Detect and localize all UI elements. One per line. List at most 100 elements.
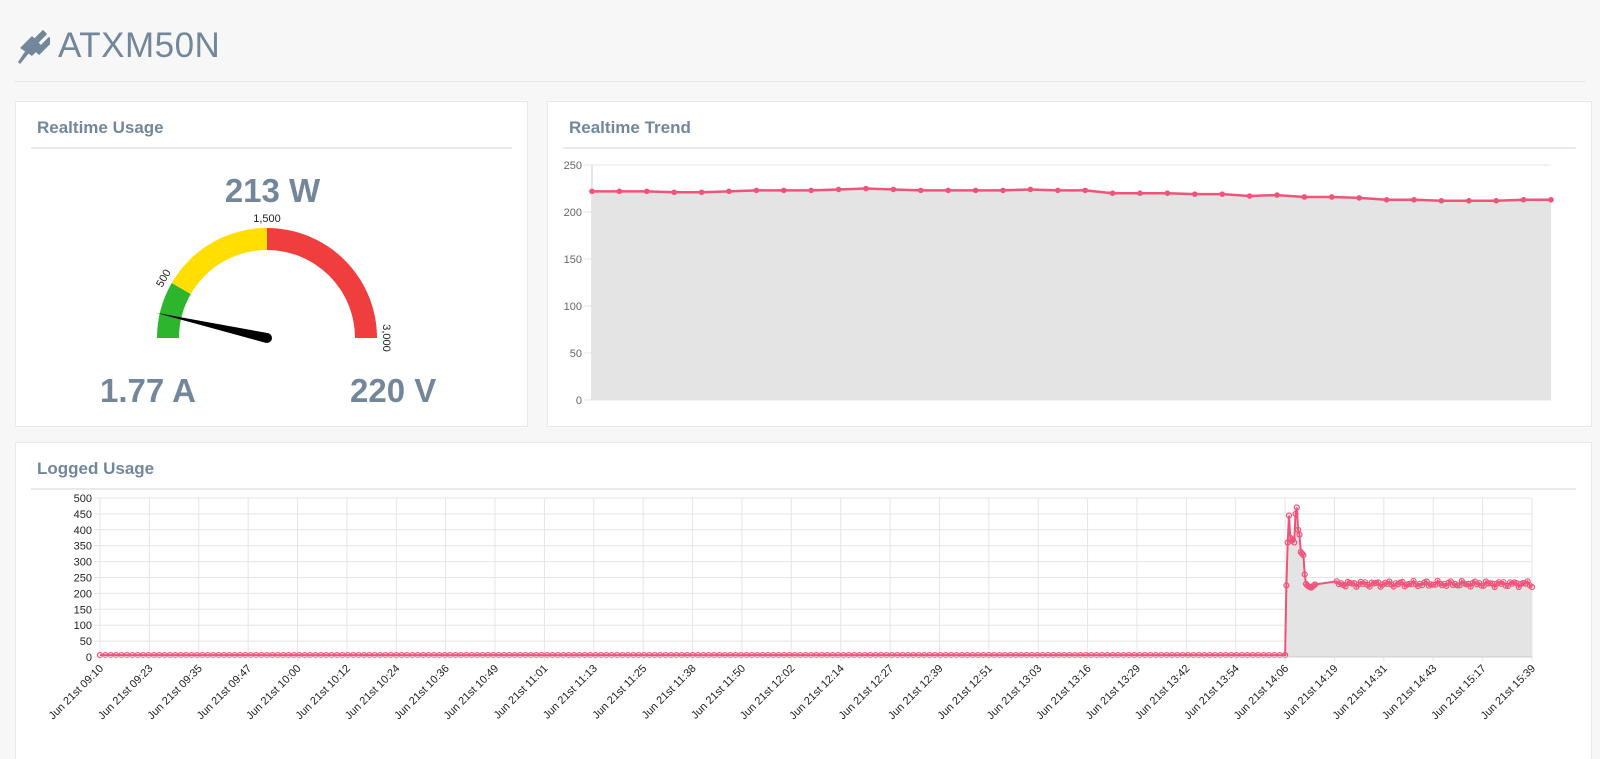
y-tick-label: 50: [570, 348, 582, 360]
data-point: [1293, 504, 1300, 511]
gauge-band: [171, 228, 267, 294]
data-point: [616, 188, 623, 195]
y-tick-label: 150: [74, 604, 92, 616]
gauge-band: [267, 228, 377, 338]
gauge-band: [157, 283, 191, 338]
data-point: [1292, 510, 1299, 518]
logged-usage-title: Logged Usage: [37, 459, 155, 478]
data-point: [1520, 196, 1527, 203]
realtime-usage-title: Realtime Usage: [37, 118, 164, 137]
realtime-trend-title: Realtime Trend: [569, 118, 691, 137]
y-tick-label: 450: [74, 509, 92, 521]
data-point: [1300, 552, 1307, 559]
data-point: [753, 187, 760, 194]
data-point: [1281, 652, 1289, 659]
data-point: [1493, 197, 1499, 204]
gauge-needle: [155, 312, 269, 343]
data-point: [863, 185, 869, 192]
data-point: [1411, 196, 1417, 203]
data-point: [1296, 531, 1303, 538]
data-point: [1487, 580, 1494, 587]
data-point: [589, 188, 595, 195]
y-tick-label: 250: [74, 573, 92, 585]
data-point: [671, 189, 677, 196]
y-tick-label: 0: [576, 395, 582, 407]
data-point: [1082, 187, 1088, 194]
data-point: [1289, 536, 1297, 543]
data-point: [1301, 194, 1308, 200]
data-point: [644, 188, 650, 195]
y-tick-label: 100: [74, 620, 92, 632]
data-point: [1528, 583, 1536, 591]
realtime-trend-panel: Realtime Trend 0 50 100 150 200 250: [547, 101, 1592, 427]
data-point: [1274, 192, 1280, 198]
panel-divider: [563, 147, 1576, 149]
y-tick-label: 50: [80, 636, 92, 648]
data-point: [1246, 193, 1253, 199]
data-point: [1137, 190, 1143, 196]
gauge-label: 3,000: [380, 324, 392, 352]
data-point: [1383, 196, 1390, 203]
data-point: [726, 188, 732, 195]
data-point: [972, 187, 979, 194]
power-value: 213 W: [224, 172, 321, 209]
data-point: [698, 189, 705, 196]
data-point: [890, 186, 897, 193]
data-point: [1311, 581, 1319, 588]
data-point: [1291, 539, 1298, 546]
data-point: [1109, 190, 1116, 196]
y-tick-label: 300: [74, 557, 92, 569]
current-value: 1.77 A: [100, 372, 197, 409]
data-point: [1027, 186, 1034, 193]
data-point: [1502, 582, 1509, 589]
data-point: [1285, 512, 1293, 519]
data-point: [1192, 191, 1198, 197]
data-point: [918, 187, 924, 194]
y-tick-label: 100: [564, 301, 582, 313]
data-point: [1430, 581, 1437, 588]
page-title: ATXM50N: [58, 26, 221, 65]
data-point: [1329, 194, 1335, 200]
voltage-value: 220 V: [350, 372, 437, 409]
data-point: [1298, 550, 1306, 557]
data-point: [1219, 191, 1225, 197]
data-point: [1454, 582, 1461, 589]
panel-divider: [31, 488, 1576, 490]
gauge-pivot: [262, 333, 272, 343]
y-tick-label: 400: [74, 525, 92, 537]
data-point: [781, 187, 787, 194]
data-point: [1478, 582, 1485, 589]
data-point: [1548, 196, 1554, 203]
data-point: [1356, 195, 1362, 201]
y-tick-label: 350: [74, 541, 92, 553]
data-point: [1055, 187, 1061, 194]
y-tick-label: 0: [86, 652, 92, 664]
realtime-trend-chart: 0 50 100 150 200 250: [564, 160, 1554, 407]
logged-usage-panel: Logged Usage 0 50 100 150 200 250 300 350 400 450…: [15, 442, 1592, 759]
data-point: [1466, 197, 1472, 204]
data-point: [1438, 197, 1445, 204]
data-point: [1000, 187, 1006, 194]
trend-area: [592, 188, 1551, 400]
data-point: [835, 186, 842, 193]
data-point: [1164, 190, 1171, 196]
y-tick-label: 150: [564, 254, 582, 266]
page-header: ATXM50N: [14, 24, 220, 68]
plug-icon: [18, 30, 50, 64]
realtime-usage-panel: Realtime Usage 213 W 500 1,500 3,000 1.77 …: [15, 101, 528, 427]
data-point: [945, 187, 951, 194]
data-point: [808, 187, 814, 194]
y-tick-label: 250: [564, 160, 582, 172]
data-point: [1283, 582, 1290, 589]
header-divider: [14, 81, 1586, 82]
panel-divider: [31, 147, 512, 149]
data-point: [1301, 571, 1308, 578]
y-tick-label: 500: [74, 493, 92, 505]
trend-line: [592, 187, 1551, 202]
logged-area: [100, 507, 1532, 657]
y-tick-label: 200: [564, 207, 582, 219]
gauge-label: 1,500: [253, 213, 281, 225]
y-tick-label: 200: [74, 588, 92, 600]
